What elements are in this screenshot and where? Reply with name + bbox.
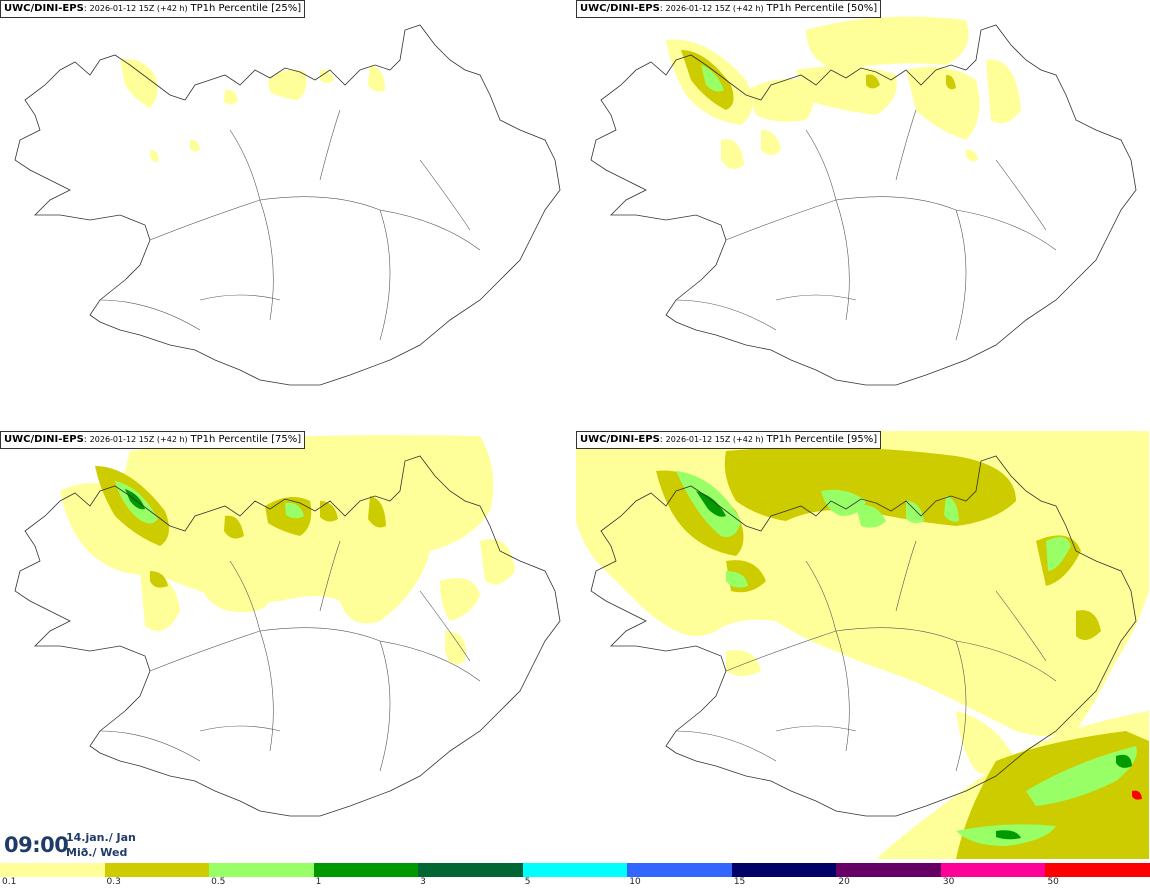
panel-title: UWC/DINI-EPS: 2026-01-12 15Z (+42 h) TP1… xyxy=(576,0,882,18)
legend-swatch xyxy=(731,863,837,877)
legend-tick-label: 5 xyxy=(524,877,531,887)
legend-tick-label: 10 xyxy=(629,877,641,887)
legend-tick-label: 15 xyxy=(733,877,746,887)
iceland-map xyxy=(14,24,561,386)
inland-lines xyxy=(99,109,481,341)
precip-very-heavy-areas xyxy=(125,489,145,510)
legend-tick-label: 0.1 xyxy=(2,877,17,887)
legend-swatch xyxy=(1045,863,1150,877)
map-panel-p75: UWC/DINI-EPS: 2026-01-12 15Z (+42 h) TP1… xyxy=(0,431,573,859)
precip-extreme-areas xyxy=(1132,790,1142,800)
panel-title: UWC/DINI-EPS: 2026-01-12 15Z (+42 h) TP1… xyxy=(0,431,306,449)
legend-swatch xyxy=(522,863,628,877)
valid-time-clock: 09:00 xyxy=(4,833,69,857)
legend-swatch xyxy=(836,863,942,877)
valid-time-box: 09:00 14.jan./ Jan Mið./ Wed xyxy=(0,829,140,863)
panel-title: UWC/DINI-EPS: 2026-01-12 15Z (+42 h) TP1… xyxy=(0,0,306,18)
map-panel-p95: UWC/DINI-EPS: 2026-01-12 15Z (+42 h) TP1… xyxy=(576,431,1149,859)
iceland-map xyxy=(14,435,561,817)
precip-color-legend: 0.1 0.3 0.5 1 3 5 10 15 20 30 50 xyxy=(0,863,1150,891)
map-panel-p25: UWC/DINI-EPS: 2026-01-12 15Z (+42 h) TP1… xyxy=(0,0,573,428)
precip-light-areas xyxy=(120,59,385,162)
legend-swatch xyxy=(313,863,419,877)
legend-tick-label: 0.5 xyxy=(211,877,226,887)
valid-date-line2: Mið./ Wed xyxy=(66,846,128,859)
legend-tick-label: 30 xyxy=(942,877,955,887)
legend-tick-label: 50 xyxy=(1047,877,1059,887)
legend-tick-label: 1 xyxy=(315,877,322,887)
legend-swatch xyxy=(627,863,733,877)
inland-lines xyxy=(675,540,1057,772)
legend-swatch xyxy=(209,863,315,877)
legend-swatch xyxy=(104,863,210,877)
coastline xyxy=(14,455,561,817)
legend-swatch xyxy=(0,863,106,877)
valid-date-line1: 14.jan./ Jan xyxy=(66,831,136,844)
iceland-map xyxy=(590,16,1137,386)
precip-light-areas xyxy=(60,435,515,665)
legend-swatch xyxy=(418,863,524,877)
precip-very-heavy-areas xyxy=(696,491,1132,840)
legend-tick-label: 20 xyxy=(838,877,850,887)
map-panel-p50: UWC/DINI-EPS: 2026-01-12 15Z (+42 h) TP1… xyxy=(576,0,1149,428)
legend-tick-label: 0.3 xyxy=(106,877,121,887)
coastline xyxy=(590,455,1137,817)
iceland-map xyxy=(576,431,1149,859)
coastline xyxy=(590,24,1137,386)
inland-lines xyxy=(99,540,481,772)
coastline xyxy=(14,24,561,386)
panel-title: UWC/DINI-EPS: 2026-01-12 15Z (+42 h) TP1… xyxy=(576,431,882,449)
inland-lines xyxy=(675,109,1057,341)
precip-heavy-areas xyxy=(701,65,724,92)
legend-swatch xyxy=(940,863,1046,877)
legend-tick-label: 3 xyxy=(420,877,426,887)
